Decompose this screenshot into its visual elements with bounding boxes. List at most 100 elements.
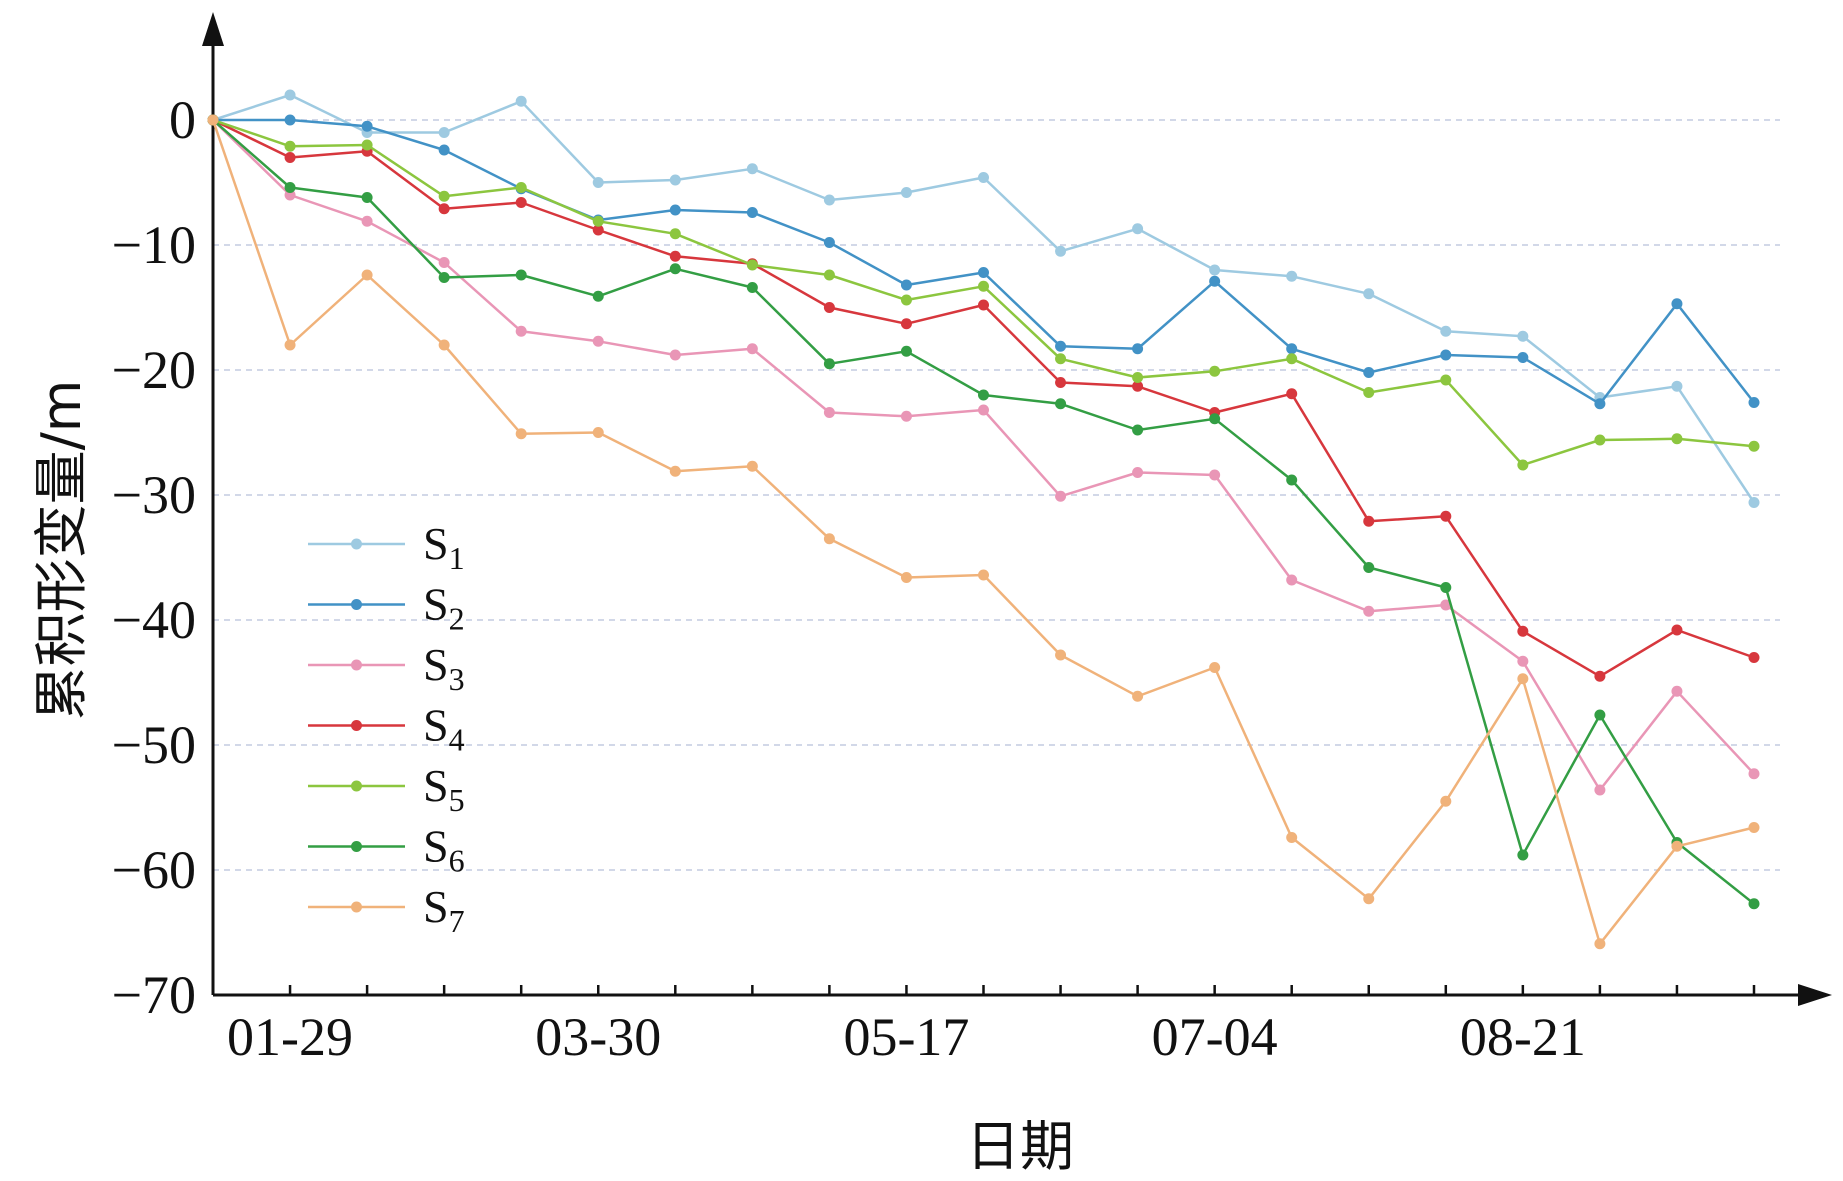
data-point [978,389,989,401]
data-point [1055,649,1067,661]
data-point [978,267,989,278]
legend-item: S1 [308,518,465,576]
y-tick-label: −50 [112,715,196,775]
data-point [1286,832,1298,843]
legend-item: S4 [308,700,465,758]
legend-item: S3 [308,639,465,697]
data-point [1132,380,1144,392]
data-point [1748,440,1760,452]
data-point [592,427,604,438]
data-point [1209,469,1221,481]
data-point [1440,374,1452,386]
data-point [746,282,758,293]
y-axis-title: 累积形变量/m [30,380,93,721]
data-point [1363,562,1375,573]
data-point [592,224,604,236]
data-point [1748,822,1760,833]
data-point [1286,474,1298,486]
legend-swatch-marker [351,599,362,610]
x-axis-ticks: 01-29 03-30 05-17 07-04 08-21 [227,985,1756,1067]
data-point [669,465,681,477]
y-tick-label: −10 [112,215,196,275]
data-point [1363,387,1375,398]
legend-swatch-marker [351,780,362,792]
y-tick-label: −20 [112,340,196,400]
data-point [515,95,527,107]
data-point [900,345,912,357]
x-tick-label: 07-04 [1152,1007,1278,1067]
data-point [1209,413,1221,425]
data-point [900,572,912,583]
legend-label: S7 [423,881,465,939]
series-line [212,93,1756,504]
x-axis-title: 日期 [966,1115,1074,1178]
data-point [1440,325,1452,337]
data-point [1132,223,1144,235]
legend-swatch-marker [351,901,362,913]
data-point [1594,709,1606,721]
data-point [1517,352,1529,363]
data-point [361,215,373,227]
data-point [1440,599,1452,611]
data-point [1594,784,1606,796]
data-point [669,174,681,186]
data-point [515,269,527,281]
legend-label: S6 [423,821,465,879]
data-point [746,259,758,271]
data-point [1517,625,1529,637]
data-point [592,215,604,227]
data-point [823,407,835,418]
data-point [1594,670,1606,682]
legend-label: S5 [423,760,465,818]
y-axis-arrow [202,12,224,46]
data-point [669,250,681,262]
data-point [284,89,296,101]
y-tick-label: −30 [112,465,196,525]
data-point [1517,330,1529,342]
data-point [1671,433,1683,445]
data-point [515,182,527,193]
y-axis-ticks: 0 −10 −20 −30 −40 −50 −60 −70 [112,90,196,1025]
data-point [592,290,604,302]
data-point [592,177,604,188]
data-point [207,114,219,126]
data-point [1363,515,1375,527]
data-point [1748,898,1760,910]
legend-item: S7 [308,881,465,939]
data-point [746,343,758,355]
data-point [1440,582,1452,593]
data-point [1363,367,1375,378]
data-point [361,139,373,151]
y-tick-label: 0 [169,90,196,150]
data-point [978,280,989,292]
data-point [1132,372,1144,383]
data-point [1286,388,1298,400]
data-point [1748,497,1760,508]
data-point [438,257,450,268]
data-point [1209,264,1221,276]
data-point [1594,398,1606,410]
data-point [1209,365,1221,377]
data-point [1517,459,1529,471]
data-point [284,182,296,193]
data-point [1286,343,1298,355]
data-point [900,279,912,291]
y-tick-label: −70 [112,965,196,1025]
series-S5 [207,114,1760,471]
data-point [746,163,758,175]
data-point [1363,605,1375,617]
data-point [1748,768,1760,780]
legend-item: S5 [308,760,465,818]
y-tick-label: −60 [112,840,196,900]
data-point [284,152,296,163]
data-point [1594,938,1606,950]
data-point [1748,397,1760,408]
x-tick-label: 03-30 [535,1007,661,1067]
data-point [1055,353,1067,365]
data-point [746,207,758,218]
data-point [515,428,527,440]
data-point [978,299,989,311]
data-point [1055,398,1067,410]
legend-swatch-marker [351,538,362,550]
